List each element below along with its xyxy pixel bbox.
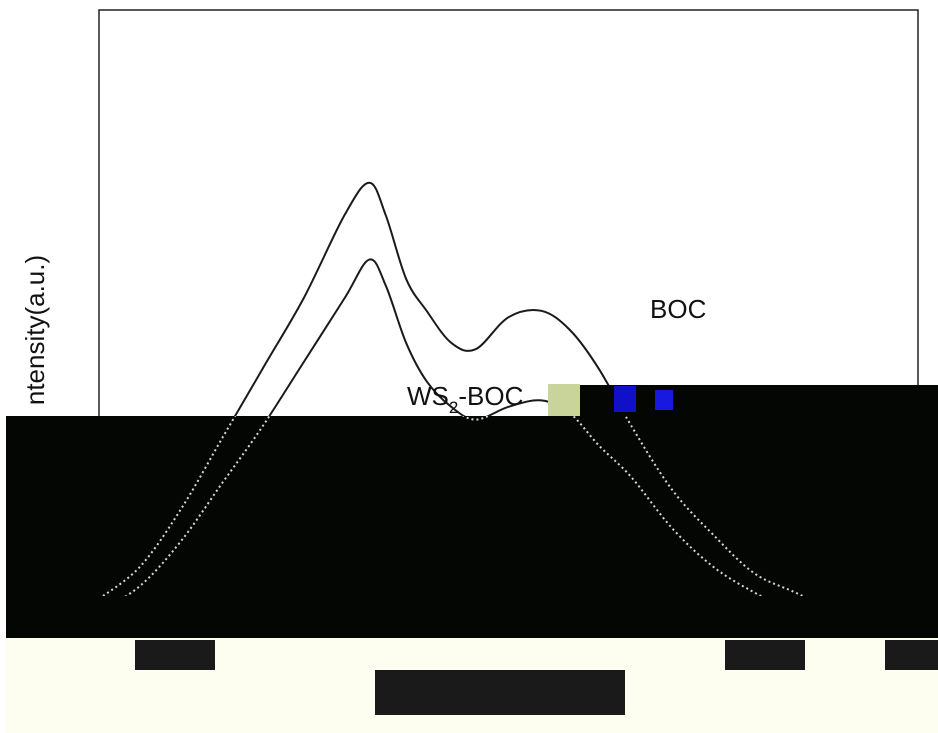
occlusion-band <box>6 384 938 733</box>
y-axis-title: ntensity(a.u.) <box>20 255 50 405</box>
occlusion-glitch-blue-2 <box>655 390 673 410</box>
occlusion-block-top-right <box>580 385 938 420</box>
series-label-ws2-subscript: 2 <box>449 398 458 417</box>
series-label-ws2-suffix: -BOC <box>458 381 523 411</box>
occlusion-glitch-bottom-4 <box>885 640 938 670</box>
occlusion-glitch-blue <box>614 386 636 412</box>
occlusion-glitch-bottom-3 <box>725 640 805 670</box>
series-label-boc: BOC <box>650 294 706 324</box>
series-label-ws2-boc: WS2-BOC <box>407 381 523 417</box>
occlusion-glitch-green <box>548 384 580 416</box>
series-label-ws2-prefix: WS <box>407 381 449 411</box>
occlusion-block-main <box>6 416 938 638</box>
occlusion-glitch-bottom-2 <box>375 670 625 715</box>
occlusion-glitch-bottom-1 <box>135 640 215 670</box>
series-trace-boc <box>101 416 805 596</box>
tail-layer <box>101 416 805 596</box>
